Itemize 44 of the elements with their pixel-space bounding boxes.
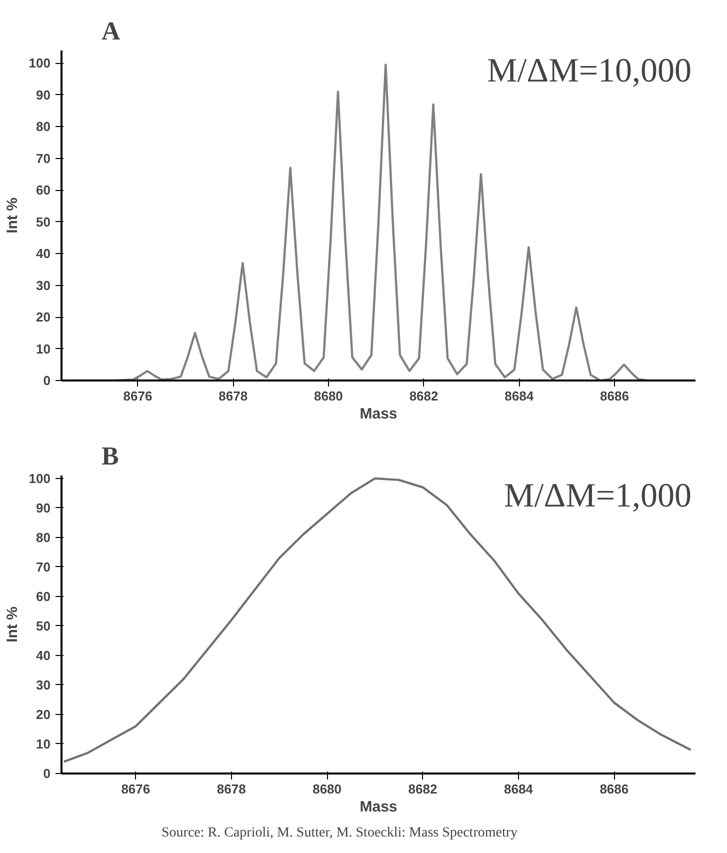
- y-tick-label: 20: [36, 310, 51, 325]
- y-tick-label: 20: [36, 706, 51, 722]
- x-tick-label: 8682: [409, 388, 438, 404]
- annotation: M/ΔM=10,000: [487, 52, 692, 90]
- x-tick-label: 8680: [314, 388, 343, 404]
- y-tick-label: 0: [43, 766, 51, 781]
- y-axis-title: Int %: [4, 606, 21, 642]
- y-tick-label: 100: [28, 470, 51, 486]
- y-tick-label: 40: [36, 648, 51, 663]
- annotation: M/ΔM=1,000: [504, 478, 692, 514]
- x-tick-label: 8686: [600, 388, 629, 404]
- y-tick-label: 100: [28, 56, 51, 71]
- y-tick-label: 80: [36, 119, 51, 134]
- y-tick-label: 90: [36, 87, 51, 102]
- y-tick-label: 60: [36, 182, 51, 198]
- y-tick-label: 70: [36, 559, 51, 574]
- x-tick-label: 8676: [121, 782, 150, 796]
- x-tick-label: 8678: [216, 782, 246, 796]
- x-tick-label: 8686: [600, 782, 629, 796]
- y-tick-label: 60: [36, 588, 51, 604]
- y-tick-label: 80: [36, 530, 51, 545]
- chart-title: B: [102, 442, 119, 470]
- x-tick-label: 8676: [123, 388, 152, 404]
- y-axis-title: Int %: [4, 198, 21, 234]
- y-tick-label: 70: [36, 150, 51, 166]
- y-tick-label: 50: [36, 214, 51, 230]
- x-axis-title: Mass: [360, 798, 398, 816]
- y-tick-label: 10: [36, 736, 51, 752]
- x-tick-label: 8684: [504, 782, 534, 796]
- y-tick-label: 40: [36, 246, 51, 262]
- x-axis-title: Mass: [360, 406, 398, 422]
- y-tick-label: 90: [36, 500, 51, 516]
- x-tick-label: 8684: [504, 388, 534, 404]
- y-tick-label: 30: [36, 677, 51, 692]
- x-tick-label: 8682: [408, 782, 438, 796]
- line-series: [62, 477, 692, 763]
- y-tick-label: 0: [43, 373, 51, 388]
- x-tick-label: 8678: [218, 388, 248, 404]
- y-tick-label: 30: [36, 278, 51, 293]
- y-tick-label: 10: [36, 341, 51, 356]
- source-note: Source: R. Caprioli, M. Sutter, M. Stoeckli: Mass Spectrometry: [162, 826, 518, 840]
- y-tick-label: 50: [36, 618, 51, 634]
- chart-title: A: [102, 16, 120, 46]
- x-tick-label: 8680: [312, 782, 342, 796]
